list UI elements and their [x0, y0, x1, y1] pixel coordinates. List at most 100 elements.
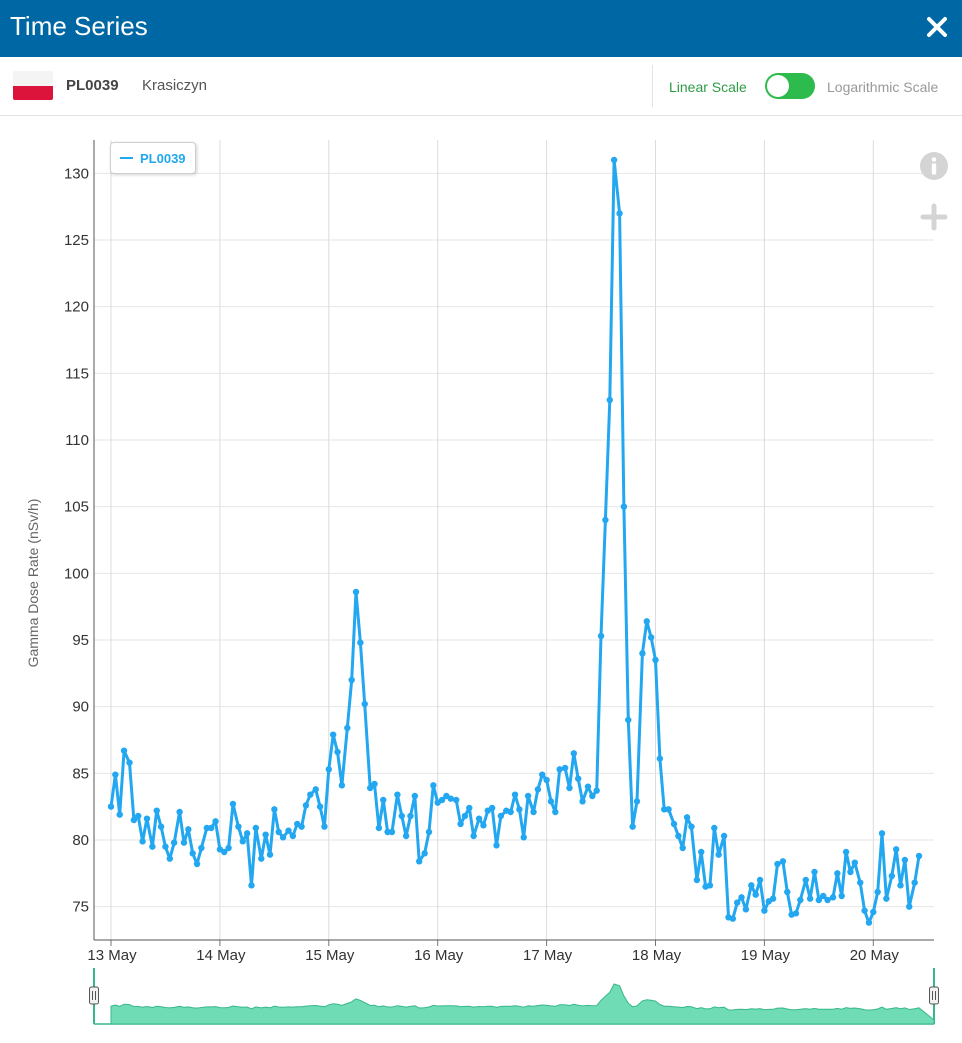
- linear-scale-label[interactable]: Linear Scale: [669, 79, 747, 95]
- data-point: [394, 791, 401, 798]
- data-point: [865, 919, 873, 926]
- data-point: [829, 894, 837, 901]
- data-point: [834, 870, 841, 877]
- data-point: [180, 839, 188, 846]
- data-point: [792, 910, 800, 917]
- data-point: [779, 858, 787, 865]
- x-tick-label: 17 May: [523, 947, 573, 964]
- data-point: [738, 894, 745, 901]
- data-point: [774, 860, 781, 868]
- data-point: [153, 807, 160, 814]
- data-point: [166, 855, 174, 862]
- x-tick-label: 19 May: [741, 947, 791, 964]
- data-point: [711, 824, 718, 832]
- data-point: [574, 775, 582, 782]
- data-point: [530, 808, 537, 816]
- data-point: [480, 822, 487, 829]
- legend-swatch: [120, 157, 133, 159]
- data-point: [806, 895, 814, 902]
- data-point: [811, 868, 818, 876]
- data-point: [248, 882, 255, 889]
- data-point: [742, 906, 750, 913]
- title-bar: Time Series: [0, 0, 962, 57]
- data-point: [543, 776, 550, 784]
- grid-lines: [94, 140, 934, 940]
- data-point: [516, 806, 523, 813]
- data-point: [597, 632, 605, 640]
- data-point: [235, 823, 242, 830]
- scale-toggle[interactable]: [765, 73, 815, 99]
- data-point: [511, 791, 519, 798]
- navigator-left-handle[interactable]: [89, 986, 99, 1005]
- station-info-bar: PL0039 Krasiczyn Linear Scale Logarithmi…: [0, 57, 962, 116]
- data-point: [402, 832, 410, 840]
- x-tick-label: 20 May: [850, 947, 900, 964]
- data-point: [357, 639, 364, 646]
- y-tick-label: 115: [65, 365, 89, 382]
- data-point: [352, 588, 360, 596]
- navigator[interactable]: [89, 968, 939, 1025]
- time-series-chart: 75 80 85 90 95 100 105 110 115 120 125 130 13 May 14 …: [25, 140, 939, 1025]
- series-line: [109, 158, 921, 925]
- data-point: [411, 792, 419, 800]
- log-scale-label[interactable]: Logarithmic Scale: [827, 79, 939, 95]
- info-icon[interactable]: [919, 151, 949, 186]
- data-point: [861, 907, 868, 914]
- data-point: [579, 798, 586, 805]
- data-point: [892, 846, 900, 853]
- data-point: [911, 879, 918, 886]
- close-icon[interactable]: [926, 11, 948, 41]
- data-point: [824, 896, 831, 904]
- data-point: [252, 824, 260, 832]
- data-point: [675, 832, 682, 840]
- data-point: [534, 786, 542, 793]
- data-point: [733, 899, 741, 906]
- data-point: [847, 868, 854, 876]
- data-point: [344, 724, 351, 732]
- x-tick-label: 13 May: [87, 947, 137, 964]
- data-point: [497, 812, 505, 820]
- data-point: [851, 859, 858, 866]
- data-point: [453, 796, 460, 804]
- data-point: [361, 700, 368, 708]
- data-point: [639, 650, 646, 657]
- legend-item-pl0039[interactable]: PL0039: [110, 142, 196, 174]
- data-point: [266, 851, 274, 858]
- data-point: [221, 848, 228, 856]
- data-point: [229, 800, 237, 808]
- y-tick-label: 125: [64, 232, 89, 249]
- data-point: [212, 818, 219, 825]
- navigator-right-handle[interactable]: [929, 986, 939, 1005]
- data-point: [162, 843, 169, 850]
- data-point: [380, 796, 387, 804]
- data-point: [438, 796, 446, 804]
- data-point: [878, 830, 886, 837]
- data-point: [258, 855, 265, 862]
- data-point: [126, 759, 133, 766]
- data-point: [647, 634, 655, 641]
- plus-icon[interactable]: [920, 203, 948, 236]
- data-point: [524, 792, 532, 800]
- data-point: [901, 856, 909, 864]
- data-point: [470, 832, 477, 840]
- data-point: [112, 771, 119, 778]
- data-point: [720, 832, 728, 840]
- data-point: [243, 830, 251, 837]
- data-point: [566, 784, 573, 792]
- data-point: [629, 823, 636, 830]
- axes: 75 80 85 90 95 100 105 110 115 120 125 130 13 May 14 …: [64, 140, 934, 964]
- data-point: [625, 716, 632, 724]
- y-tick-label: 110: [65, 432, 89, 449]
- data-point: [683, 814, 691, 821]
- data-point: [415, 858, 423, 865]
- data-point: [584, 783, 592, 790]
- data-point: [466, 804, 473, 812]
- data-point: [906, 903, 913, 910]
- data-point: [116, 811, 123, 818]
- data-point: [275, 828, 282, 836]
- x-tick-label: 18 May: [632, 947, 682, 964]
- data-point: [761, 907, 768, 914]
- data-point: [176, 808, 183, 816]
- data-point: [285, 827, 292, 834]
- data-point: [610, 156, 618, 164]
